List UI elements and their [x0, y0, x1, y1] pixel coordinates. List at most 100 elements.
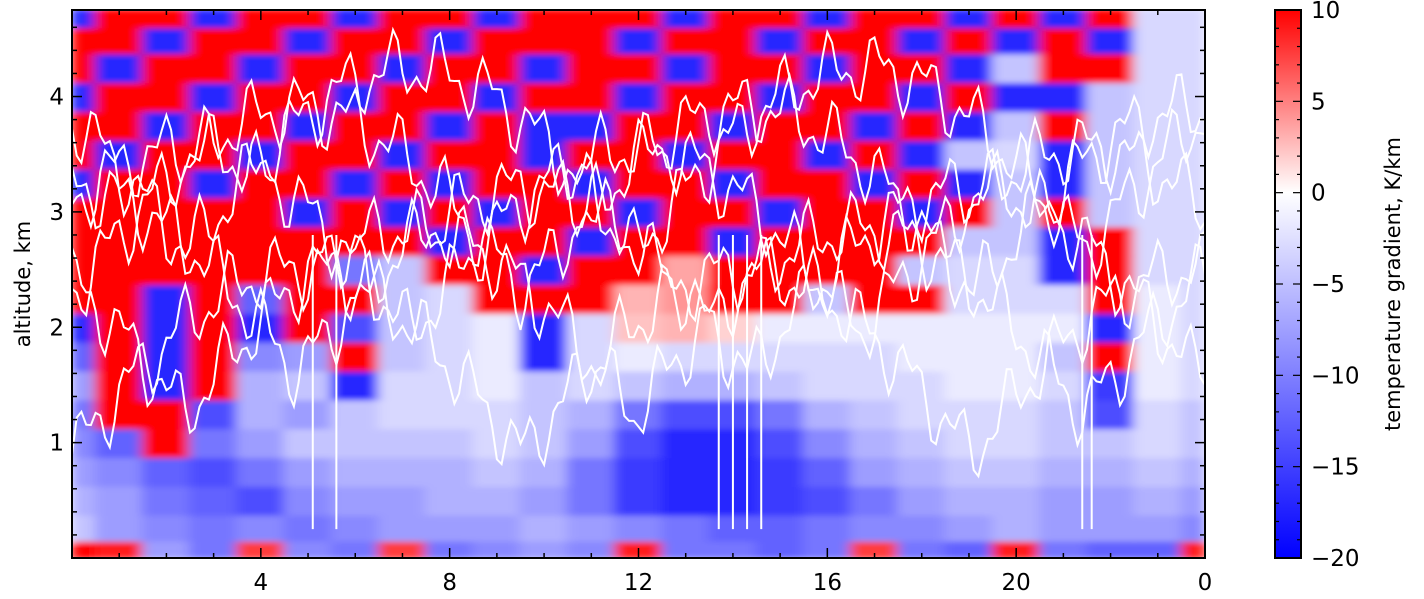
heatmap-cell [1133, 427, 1183, 459]
heatmap-cell [708, 109, 758, 141]
heatmap-cell [236, 26, 286, 55]
heatmap-cell [189, 456, 239, 487]
y-tick-label: 1 [49, 431, 64, 457]
heatmap-cell [1085, 52, 1136, 84]
heatmap-cell [708, 167, 758, 199]
heatmap-cell [849, 52, 900, 84]
heatmap-cell [283, 167, 333, 199]
heatmap-cell [661, 26, 711, 55]
heatmap-cell [72, 26, 97, 55]
y-tick-label: 4 [49, 85, 64, 111]
heatmap-cell [283, 138, 333, 170]
heatmap-cell [944, 456, 994, 487]
heatmap-cell [72, 340, 97, 372]
heatmap-cell [755, 513, 805, 542]
heatmap-cell [377, 456, 428, 487]
heatmap-cell [330, 513, 380, 542]
heatmap-cell [897, 340, 947, 372]
heatmap-cell [944, 26, 994, 55]
heatmap-cell [991, 427, 1041, 459]
heatmap-cell [755, 10, 805, 29]
heatmap-cell [849, 283, 900, 314]
heatmap-cell [72, 225, 97, 257]
heatmap-cell [283, 513, 333, 542]
heatmap-cell [425, 26, 475, 55]
heatmap-cell [944, 311, 994, 343]
heatmap-cell [283, 539, 333, 558]
contour-lines [72, 26, 1205, 530]
heatmap-cell [1133, 138, 1183, 170]
heatmap-cell [189, 52, 239, 84]
heatmap-cell [1180, 52, 1205, 84]
heatmap-cell [1038, 311, 1088, 343]
heatmap-cell [613, 513, 664, 542]
heatmap-cell [72, 539, 97, 558]
heatmap-cell [661, 52, 711, 84]
heatmap-cell [377, 138, 428, 170]
heatmap-cell [849, 484, 900, 516]
heatmap-cell [189, 10, 239, 29]
contour-line [72, 148, 1205, 410]
heatmap-cell [189, 26, 239, 55]
heatmap-cell [1038, 81, 1088, 112]
heatmap-cell [802, 81, 852, 112]
heatmap-cell [189, 484, 239, 516]
heatmap-cell [661, 225, 711, 257]
heatmap-cell [991, 283, 1041, 314]
heatmap-cell [944, 81, 994, 112]
heatmap-cell [566, 427, 616, 459]
heatmap-cell [613, 369, 664, 401]
heatmap-cell [566, 10, 616, 29]
heatmap-cell [613, 26, 664, 55]
heatmap-cell [944, 340, 994, 372]
heatmap-cell [1133, 456, 1183, 487]
heatmap-cell [802, 369, 852, 401]
heatmap-cell [1180, 109, 1205, 141]
heatmap-cell [1133, 513, 1183, 542]
heatmap-cell [1038, 109, 1088, 141]
heatmap-cell [283, 26, 333, 55]
heatmap-cell [1085, 539, 1136, 558]
heatmap-cell [72, 10, 97, 29]
heatmap-cell [849, 513, 900, 542]
heatmap-cell [566, 52, 616, 84]
heatmap-cell [1180, 484, 1205, 516]
heatmap-cell [613, 484, 664, 516]
heatmap-cell [661, 109, 711, 141]
heatmap-cell [72, 513, 97, 542]
heatmap-cell [94, 513, 144, 542]
heatmap-cell [472, 340, 522, 372]
heatmap-cell [377, 484, 428, 516]
heatmap-cell [944, 398, 994, 430]
heatmap-cell [566, 196, 616, 228]
heatmap-cell [519, 340, 569, 372]
heatmap-cell [661, 283, 711, 314]
heatmap-cell [425, 81, 475, 112]
heatmap-cell [236, 513, 286, 542]
heatmap-cell [613, 81, 664, 112]
heatmap-cell [755, 369, 805, 401]
heatmap-cell [1180, 456, 1205, 487]
heatmap-cell [330, 109, 380, 141]
heatmap-cell [94, 427, 144, 459]
heatmap-cell [72, 52, 97, 84]
heatmap-cell [755, 167, 805, 199]
heatmap-cell [661, 311, 711, 343]
heatmap-cell [283, 52, 333, 84]
heatmap-cell [330, 10, 380, 29]
heatmap-cell [425, 484, 475, 516]
heatmap-cell [377, 254, 428, 285]
heatmap-cell [991, 52, 1041, 84]
heatmap-cell [330, 138, 380, 170]
heatmap-cell [708, 26, 758, 55]
heatmap-cell [1180, 539, 1205, 558]
colorbar-tick-label: −15 [1311, 455, 1360, 481]
heatmap-cell [1180, 225, 1205, 257]
heatmap-cell [1038, 398, 1088, 430]
heatmap-cell [566, 484, 616, 516]
heatmap-cell [519, 427, 569, 459]
heatmap-cell [897, 456, 947, 487]
heatmap-cell [1038, 456, 1088, 487]
heatmap-cell [189, 167, 239, 199]
